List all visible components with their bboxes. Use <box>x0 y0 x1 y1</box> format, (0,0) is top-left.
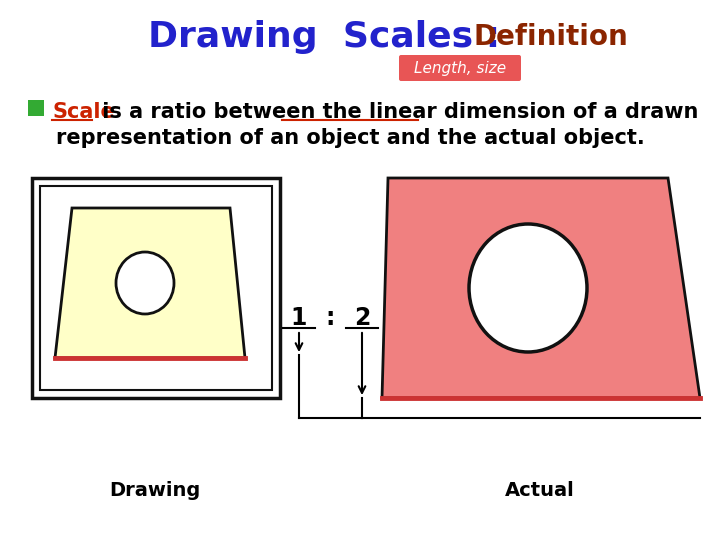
Text: 2: 2 <box>354 306 370 330</box>
FancyBboxPatch shape <box>399 55 521 81</box>
Text: Actual: Actual <box>505 481 575 500</box>
Text: Drawing  Scales :: Drawing Scales : <box>148 20 513 54</box>
Text: :: : <box>325 306 335 330</box>
Text: is a ratio between the linear dimension of a drawn: is a ratio between the linear dimension … <box>95 102 698 122</box>
Text: Scale: Scale <box>52 102 114 122</box>
Ellipse shape <box>116 252 174 314</box>
Bar <box>32 178 280 398</box>
Text: Drawing: Drawing <box>109 481 201 500</box>
Text: representation of an object and the actual object.: representation of an object and the actu… <box>56 128 644 148</box>
Polygon shape <box>382 178 700 398</box>
Bar <box>28 100 44 116</box>
Text: Definition: Definition <box>474 23 629 51</box>
Ellipse shape <box>469 224 587 352</box>
Text: 1: 1 <box>291 306 307 330</box>
Bar <box>40 186 272 390</box>
Polygon shape <box>55 208 245 358</box>
Text: Length, size: Length, size <box>414 60 506 76</box>
